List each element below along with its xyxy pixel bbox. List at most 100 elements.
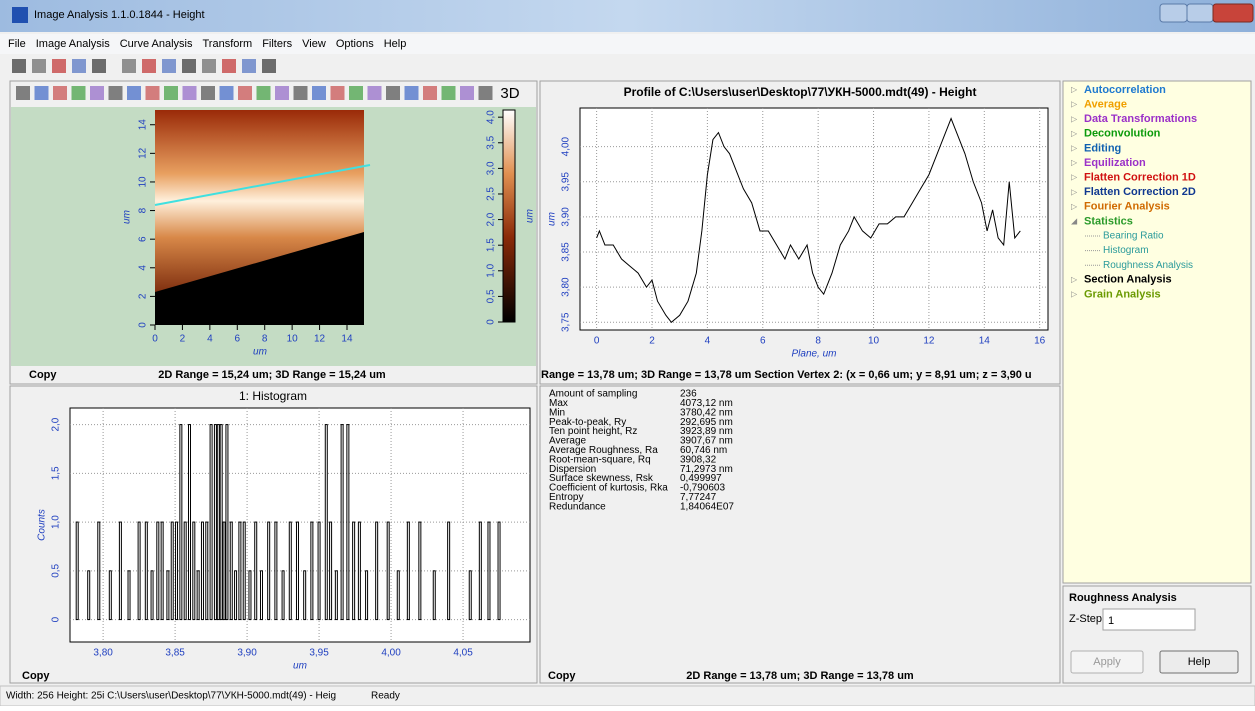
histogram-bar [268, 522, 270, 620]
tree-item[interactable]: Editing [1084, 142, 1121, 154]
profile-title: Profile of C:\Users\user\Desktop\77\УКН-… [624, 85, 977, 99]
colorbar-tick-label: 1,5 [486, 238, 497, 252]
colorbar-tick-label: 3,5 [486, 135, 497, 149]
x-tick-label: 3,80 [93, 648, 113, 659]
histogram-bar [217, 425, 219, 620]
tool-button[interactable] [142, 59, 156, 73]
tree-item[interactable]: Histogram [1103, 245, 1149, 256]
tree-item[interactable]: Section Analysis [1084, 274, 1172, 286]
tool-button[interactable] [16, 86, 30, 100]
tool-button[interactable] [442, 86, 456, 100]
histogram-bar [193, 522, 195, 620]
tool-button[interactable] [182, 59, 196, 73]
tool-button[interactable] [146, 86, 160, 100]
x-axis-label: Plane, um [791, 349, 836, 360]
tool-button[interactable] [242, 59, 256, 73]
menu-item[interactable]: File [8, 38, 26, 50]
tool-button[interactable] [12, 59, 26, 73]
tool-button[interactable] [423, 86, 437, 100]
y-axis-label: Counts [37, 509, 48, 541]
tool-button[interactable] [202, 59, 216, 73]
menu-item[interactable]: Help [384, 38, 407, 50]
tool-button[interactable] [72, 59, 86, 73]
menu-item[interactable]: Transform [202, 38, 252, 50]
help-label: Help [1188, 656, 1211, 668]
tool-button[interactable] [183, 86, 197, 100]
tool-button[interactable] [479, 86, 493, 100]
tool-button[interactable] [162, 59, 176, 73]
tool-button[interactable] [52, 59, 66, 73]
tool-button[interactable] [32, 59, 46, 73]
tree-item[interactable]: Statistics [1084, 215, 1133, 227]
histogram-bar [419, 522, 421, 620]
tree-expander: ▷ [1071, 290, 1078, 299]
tool-button[interactable] [201, 86, 215, 100]
plot-area [580, 108, 1048, 330]
tree-item[interactable]: Average [1084, 99, 1127, 111]
maximize-button[interactable] [1187, 4, 1213, 22]
menu-item[interactable]: View [302, 38, 326, 50]
tree-expander: ▷ [1071, 275, 1078, 284]
tool-button[interactable] [220, 86, 234, 100]
x-tick-label: 4 [705, 336, 711, 347]
tool-button[interactable] [72, 86, 86, 100]
tool-button[interactable] [386, 86, 400, 100]
y-tick-label: 3,90 [561, 207, 572, 227]
tool-button[interactable] [109, 86, 123, 100]
tree-item[interactable]: Autocorrelation [1084, 84, 1166, 96]
menu-item[interactable]: Image Analysis [36, 38, 110, 50]
tool-button[interactable] [460, 86, 474, 100]
window: Image Analysis 1.1.0.1844 - Height Copy … [0, 0, 1255, 706]
x-tick-label: 6 [235, 334, 241, 345]
y-tick-label: 8 [138, 207, 149, 213]
y-axis-label: um [122, 210, 133, 224]
minimize-button[interactable] [1160, 4, 1187, 22]
tool-button[interactable] [262, 59, 276, 73]
tree-item[interactable]: Flatten Correction 1D [1084, 172, 1196, 184]
tree-item[interactable]: Bearing Ratio [1103, 231, 1164, 242]
tool-button[interactable] [294, 86, 308, 100]
menu-item[interactable]: Filters [262, 38, 292, 50]
tool-button[interactable] [331, 86, 345, 100]
x-tick-label: 4 [207, 334, 213, 345]
tool-button[interactable] [35, 86, 49, 100]
histogram-bar [397, 571, 399, 620]
tool-button[interactable] [127, 86, 141, 100]
tree-item[interactable]: Grain Analysis [1084, 288, 1161, 300]
tree-item[interactable]: Flatten Correction 2D [1084, 186, 1196, 198]
y-tick-label: 0,5 [51, 563, 62, 577]
y-tick-label: 0 [138, 322, 149, 328]
histogram-bar [223, 522, 225, 620]
tree-item[interactable]: Deconvolution [1084, 128, 1161, 140]
tree-item[interactable]: Roughness Analysis [1103, 260, 1193, 271]
status-info: Width: 256 Height: 25i C:\Users\user\Des… [6, 691, 336, 702]
tree-item[interactable]: Equilization [1084, 157, 1146, 169]
histogram-bar [157, 522, 159, 620]
stat-value: 1,84064E07 [680, 501, 734, 512]
tool-button[interactable] [92, 59, 106, 73]
tool-button[interactable] [238, 86, 252, 100]
histogram-bar [220, 425, 222, 620]
tool-button[interactable] [257, 86, 271, 100]
tool-button[interactable] [349, 86, 363, 100]
histogram-bar [230, 522, 232, 620]
menu-item[interactable]: Options [336, 38, 374, 50]
tool-button[interactable] [275, 86, 289, 100]
tree-item[interactable]: Fourier Analysis [1084, 201, 1170, 213]
tool-button[interactable] [90, 86, 104, 100]
tool-button[interactable] [312, 86, 326, 100]
tool-button[interactable] [122, 59, 136, 73]
tool-button[interactable] [368, 86, 382, 100]
menu-item[interactable]: Curve Analysis [120, 38, 193, 50]
tree-item[interactable]: Data Transformations [1084, 113, 1197, 125]
histogram-bar [249, 571, 251, 620]
tool-button[interactable] [53, 86, 67, 100]
z-step-input[interactable] [1103, 609, 1195, 630]
tool-button[interactable] [405, 86, 419, 100]
view-3d-button[interactable]: 3D [500, 85, 519, 102]
tool-button[interactable] [222, 59, 236, 73]
close-button[interactable] [1213, 4, 1253, 22]
histogram-bar [469, 571, 471, 620]
tool-button[interactable] [164, 86, 178, 100]
histogram-bar [335, 571, 337, 620]
